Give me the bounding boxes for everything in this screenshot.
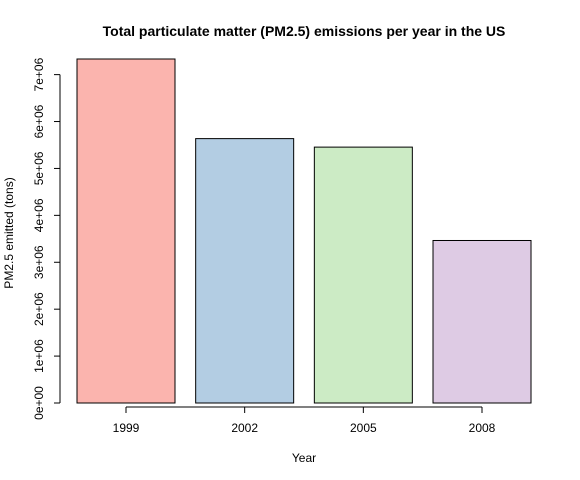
y-tick-label-3: 3e+06 <box>32 245 46 279</box>
y-tick-label-0: 0e+00 <box>32 386 46 420</box>
x-tick-label-1999: 1999 <box>113 421 140 435</box>
chart-title: Total particulate matter (PM2.5) emissio… <box>103 23 506 39</box>
bar-1999 <box>76 58 176 404</box>
x-tick-label-2005: 2005 <box>350 421 377 435</box>
y-tick-label-6: 6e+06 <box>32 104 46 138</box>
y-tick-label-7: 7e+06 <box>32 57 46 91</box>
y-axis-label: PM2.5 emitted (tons) <box>2 177 16 288</box>
x-tick-label-2002: 2002 <box>231 421 258 435</box>
x-tick-label-2008: 2008 <box>469 421 496 435</box>
y-tick-label-4: 4e+06 <box>32 198 46 232</box>
bar-2002 <box>195 138 295 404</box>
y-tick-label-1: 1e+06 <box>32 339 46 373</box>
x-axis-label: Year <box>292 451 316 465</box>
x-axis: 1999 2002 2005 2008 <box>113 406 496 435</box>
bar-2005 <box>313 146 413 404</box>
y-tick-label-5: 5e+06 <box>32 151 46 185</box>
y-axis: 0e+00 1e+06 2e+06 3e+06 4e+06 5e+06 6e+06 7e+06 <box>32 57 61 420</box>
y-tick-label-2: 2e+06 <box>32 292 46 326</box>
bar-2008 <box>432 239 532 404</box>
bars-layer <box>76 58 532 404</box>
